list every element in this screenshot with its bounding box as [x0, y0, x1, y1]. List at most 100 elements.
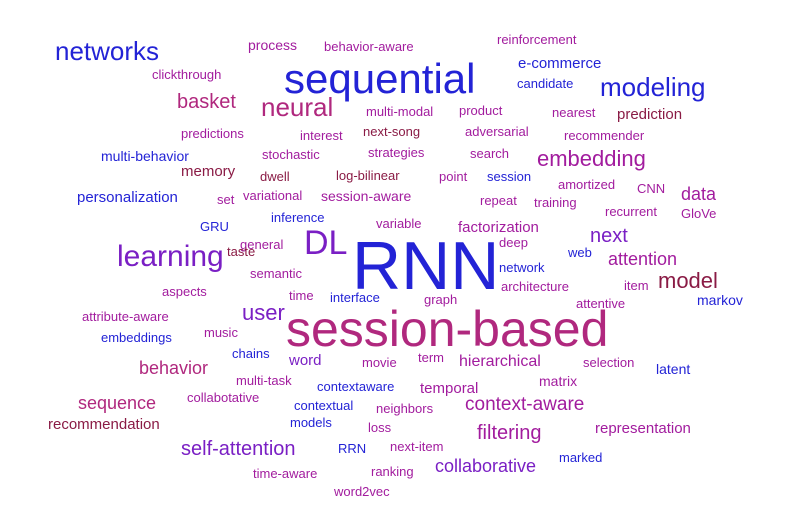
cloud-word: session — [487, 169, 532, 184]
cloud-word: inference — [271, 210, 325, 225]
cloud-word: latent — [656, 361, 691, 377]
cloud-word: music — [204, 325, 238, 340]
cloud-word: multi-task — [236, 373, 292, 388]
cloud-word: filtering — [477, 422, 542, 444]
cloud-word: models — [290, 415, 332, 430]
cloud-word: architecture — [501, 279, 569, 294]
cloud-word: model — [658, 268, 718, 293]
cloud-word: sequential — [284, 55, 476, 102]
cloud-word: training — [534, 195, 577, 210]
cloud-word: CNN — [637, 181, 666, 196]
cloud-word: process — [248, 37, 298, 53]
cloud-word: selection — [583, 355, 635, 370]
cloud-word: data — [681, 184, 717, 204]
cloud-word: recommendation — [48, 416, 160, 433]
cloud-word: word — [289, 352, 322, 369]
cloud-word: networks — [55, 36, 160, 66]
cloud-word: prediction — [617, 106, 683, 123]
cloud-word: candidate — [517, 76, 574, 91]
cloud-word: next-item — [390, 439, 444, 454]
cloud-word: attribute-aware — [82, 309, 169, 324]
cloud-word: RNN — [352, 228, 500, 304]
cloud-word: general — [240, 237, 284, 252]
cloud-word: GloVe — [681, 206, 717, 221]
cloud-word: self-attention — [181, 438, 296, 460]
cloud-word: multi-modal — [366, 104, 434, 119]
cloud-word: contextaware — [317, 379, 395, 394]
cloud-word: term — [418, 350, 444, 365]
cloud-word: taste — [227, 244, 256, 259]
cloud-word: web — [568, 245, 592, 260]
cloud-word: modeling — [600, 72, 706, 102]
cloud-word: personalization — [77, 189, 178, 206]
cloud-word: context-aware — [465, 394, 585, 415]
cloud-word: recommender — [564, 128, 645, 143]
cloud-word: item — [624, 278, 649, 293]
cloud-word: semantic — [250, 266, 303, 281]
cloud-word: neighbors — [376, 401, 434, 416]
cloud-word: representation — [595, 420, 691, 437]
cloud-word: behavior — [139, 358, 209, 378]
cloud-word: clickthrough — [152, 67, 222, 82]
cloud-word: embeddings — [101, 330, 172, 345]
cloud-word: amortized — [558, 177, 616, 192]
cloud-word: hierarchical — [459, 353, 541, 370]
cloud-word: multi-behavior — [101, 148, 189, 164]
cloud-word: nearest — [552, 105, 596, 120]
cloud-word: embedding — [537, 146, 646, 171]
cloud-word: strategies — [368, 145, 425, 160]
cloud-word: neural — [261, 92, 334, 122]
cloud-word: collaborative — [435, 456, 537, 476]
cloud-word: marked — [559, 450, 603, 465]
cloud-word: graph — [424, 292, 458, 307]
cloud-word: learning — [117, 240, 224, 273]
cloud-word: basket — [177, 91, 236, 113]
cloud-word: time — [289, 288, 314, 303]
cloud-word: loss — [368, 420, 392, 435]
cloud-word: GRU — [200, 219, 229, 234]
cloud-word: session-based — [286, 301, 609, 357]
cloud-word: behavior-aware — [324, 39, 414, 54]
cloud-word: contextual — [294, 398, 354, 413]
cloud-word: stochastic — [262, 147, 320, 162]
cloud-word: time-aware — [253, 466, 318, 481]
cloud-word: recurrent — [605, 204, 658, 219]
cloud-word: attentive — [576, 296, 626, 311]
cloud-word: attention — [608, 249, 678, 269]
cloud-word: set — [217, 192, 235, 207]
cloud-word: product — [459, 103, 503, 118]
cloud-word: chains — [232, 346, 270, 361]
cloud-word: network — [499, 260, 545, 275]
cloud-word: dwell — [260, 169, 290, 184]
cloud-word: factorization — [458, 219, 539, 236]
cloud-word: e-commerce — [518, 55, 602, 72]
cloud-word: user — [242, 300, 285, 325]
cloud-word: search — [470, 146, 510, 161]
cloud-word: word2vec — [334, 484, 390, 499]
cloud-word: predictions — [181, 126, 244, 141]
cloud-word: adversarial — [465, 124, 529, 139]
cloud-word: variable — [376, 216, 422, 231]
cloud-word: variational — [243, 188, 303, 203]
cloud-word: RRN — [338, 441, 367, 456]
cloud-word: repeat — [480, 193, 517, 208]
cloud-word: deep — [499, 235, 528, 250]
cloud-word: markov — [697, 292, 743, 308]
cloud-word: collabotative — [187, 390, 260, 405]
cloud-word: aspects — [162, 284, 207, 299]
cloud-word: sequence — [78, 393, 157, 413]
cloud-word: movie — [362, 355, 397, 370]
cloud-word: memory — [181, 163, 236, 180]
cloud-word: interest — [300, 128, 343, 143]
cloud-word: interface — [330, 290, 380, 305]
cloud-word: ranking — [371, 464, 414, 479]
cloud-word: session-aware — [321, 188, 412, 204]
cloud-word: temporal — [420, 380, 479, 397]
cloud-word: reinforcement — [497, 32, 577, 47]
cloud-word: next — [590, 225, 628, 247]
cloud-word: DL — [304, 224, 348, 262]
cloud-word: point — [439, 169, 468, 184]
cloud-word: matrix — [539, 373, 578, 389]
cloud-word: next-song — [363, 124, 421, 139]
